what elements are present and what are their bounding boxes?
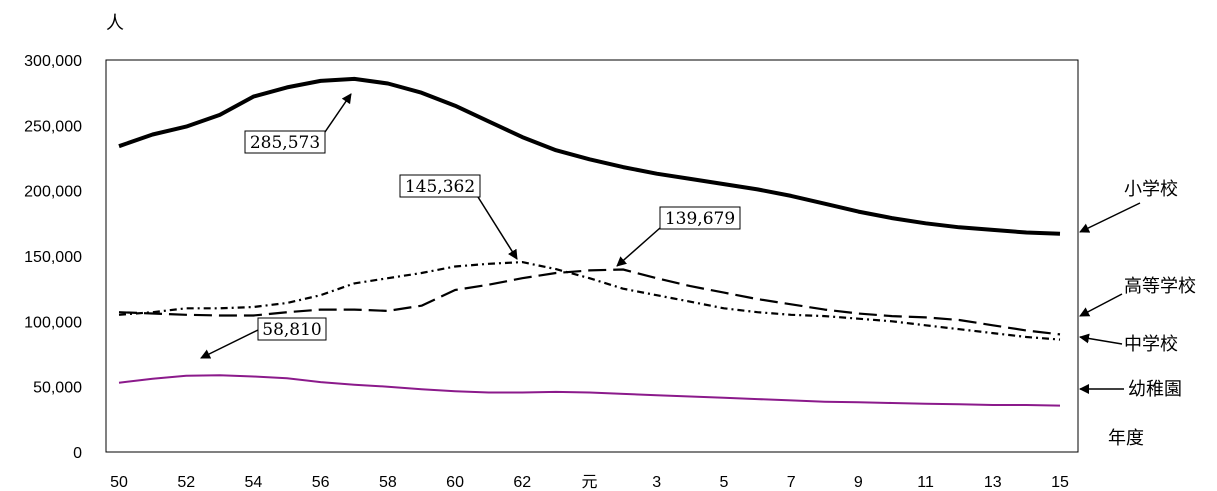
- y-axis-unit-label: 人: [106, 13, 124, 34]
- side-arrow-elementary: [1079, 202, 1141, 233]
- side-arrow-high-school: [1079, 293, 1123, 317]
- x-tick-label: 62: [513, 474, 531, 491]
- annotation-arrow-elementary: [324, 93, 352, 133]
- annotation-box-high-school: [659, 206, 741, 230]
- annotation-junior-high-peak: 145,362: [399, 174, 518, 260]
- annotation-arrow-high-school: [616, 227, 661, 267]
- x-tick-label: 11: [917, 474, 934, 491]
- annotation-kindergarten-peak: 58,810: [200, 317, 327, 359]
- annotation-arrow-junior-high: [477, 196, 518, 260]
- side-label-high-school-text: 高等学校: [1124, 276, 1196, 297]
- x-tick-label: 60: [446, 474, 464, 491]
- annotation-box-kindergarten: [257, 317, 327, 341]
- x-tick-label: 元: [581, 474, 597, 491]
- y-tick-label: 0: [73, 445, 82, 462]
- x-tick-label: 13: [984, 474, 1002, 491]
- series-line-junior-high: [118, 261, 1061, 341]
- annotation-box-junior-high: [399, 174, 481, 198]
- annotation-value-high-school: 139,679: [665, 209, 735, 229]
- x-tick-label: 7: [787, 474, 796, 491]
- side-label-high-school: 高等学校: [1079, 276, 1196, 317]
- side-label-kindergarten: 幼稚園: [1079, 379, 1182, 400]
- y-tick-label: 100,000: [24, 314, 82, 331]
- series-lines: [118, 76, 1061, 407]
- annotation-arrow-kindergarten: [200, 329, 259, 359]
- x-tick-label: 56: [312, 474, 330, 491]
- x-tick-label: 15: [1051, 474, 1069, 491]
- x-tick-label: 58: [379, 474, 397, 491]
- side-label-elementary: 小学校: [1079, 179, 1178, 233]
- annotation-value-elementary: 285,573: [250, 133, 320, 153]
- y-tick-label: 200,000: [24, 184, 82, 201]
- series-line-high-school: [118, 268, 1061, 336]
- side-label-kindergarten-text: 幼稚園: [1128, 379, 1182, 400]
- annotation-value-kindergarten: 58,810: [262, 320, 321, 340]
- x-tick-label: 5: [719, 474, 728, 491]
- side-arrow-junior-high: [1079, 333, 1123, 345]
- series-line-elementary: [118, 76, 1061, 236]
- x-tick-label: 50: [110, 474, 128, 491]
- x-axis-ticks: 50 52 54 56 58 60 62 元 3 5 7 9 11 13 15: [110, 474, 1069, 491]
- plot-area-frame: [105, 59, 1079, 453]
- y-axis-ticks: 0 50,000 100,000 150,000 200,000 250,000 300,0…: [24, 53, 82, 462]
- y-tick-label: 250,000: [24, 118, 82, 135]
- y-tick-label: 300,000: [24, 53, 82, 70]
- x-tick-label: 9: [854, 474, 863, 491]
- annotation-elementary-peak: 285,573: [244, 93, 352, 154]
- annotation-high-school-peak: 139,679: [616, 206, 741, 267]
- series-line-kindergarten: [118, 374, 1061, 407]
- y-tick-label: 50,000: [33, 380, 82, 397]
- side-label-junior-high-text: 中学校: [1124, 334, 1178, 355]
- side-label-junior-high: 中学校: [1079, 333, 1178, 355]
- side-label-elementary-text: 小学校: [1124, 179, 1178, 200]
- x-tick-label: 52: [177, 474, 195, 491]
- x-tick-label: 3: [652, 474, 661, 491]
- x-axis-unit-label: 年度: [1108, 428, 1144, 449]
- annotation-value-junior-high: 145,362: [405, 177, 475, 197]
- y-tick-label: 150,000: [24, 249, 82, 266]
- annotation-box-elementary: [244, 130, 326, 154]
- x-tick-label: 54: [245, 474, 263, 491]
